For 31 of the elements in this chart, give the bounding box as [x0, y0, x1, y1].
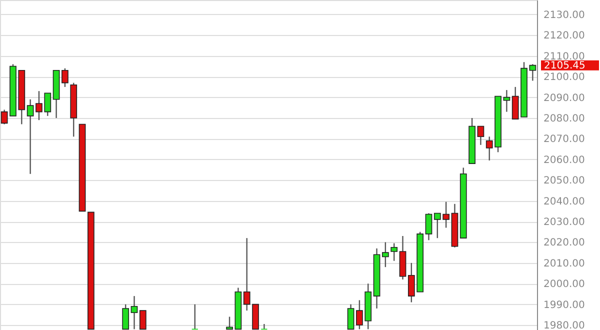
candlestick	[191, 304, 198, 330]
y-tick-label: 2040.00	[544, 196, 585, 208]
y-tick-label: 2110.00	[544, 51, 585, 62]
y-tick-label: 1990.00	[544, 300, 585, 311]
y-tick-label: 2090.00	[544, 92, 585, 104]
candlestick	[62, 68, 68, 88]
y-tick-label: 2030.00	[544, 217, 585, 228]
y-tick-label: 2120.00	[544, 30, 585, 42]
candlestick	[122, 304, 130, 330]
y-tick-label: 2010.00	[544, 258, 585, 270]
candlestick	[130, 295, 138, 330]
candlestick	[26, 98, 34, 174]
y-tick-label: 2080.00	[544, 114, 585, 125]
candlestick	[390, 242, 398, 262]
candlestick	[503, 89, 510, 112]
candlestick	[226, 316, 233, 330]
y-tick-label: 2070.00	[544, 134, 585, 146]
text: 2105.45	[544, 60, 586, 72]
candlestick	[382, 242, 389, 268]
candlestick	[477, 126, 484, 146]
y-tick-label: 1980.00	[544, 320, 585, 330]
y-tick-label: 2060.00	[544, 154, 585, 166]
candlestick	[347, 304, 354, 330]
y-tick-label: 2100.00	[544, 72, 585, 84]
y-tick-label: 2130.00	[544, 10, 585, 21]
candlestick	[260, 323, 268, 330]
y-tick-label: 2000.00	[544, 279, 585, 290]
candlestick	[425, 212, 432, 241]
y-tick-label: 2020.00	[544, 238, 585, 249]
candlestick	[139, 310, 146, 330]
y-tick-label: 2050.00	[544, 176, 585, 187]
